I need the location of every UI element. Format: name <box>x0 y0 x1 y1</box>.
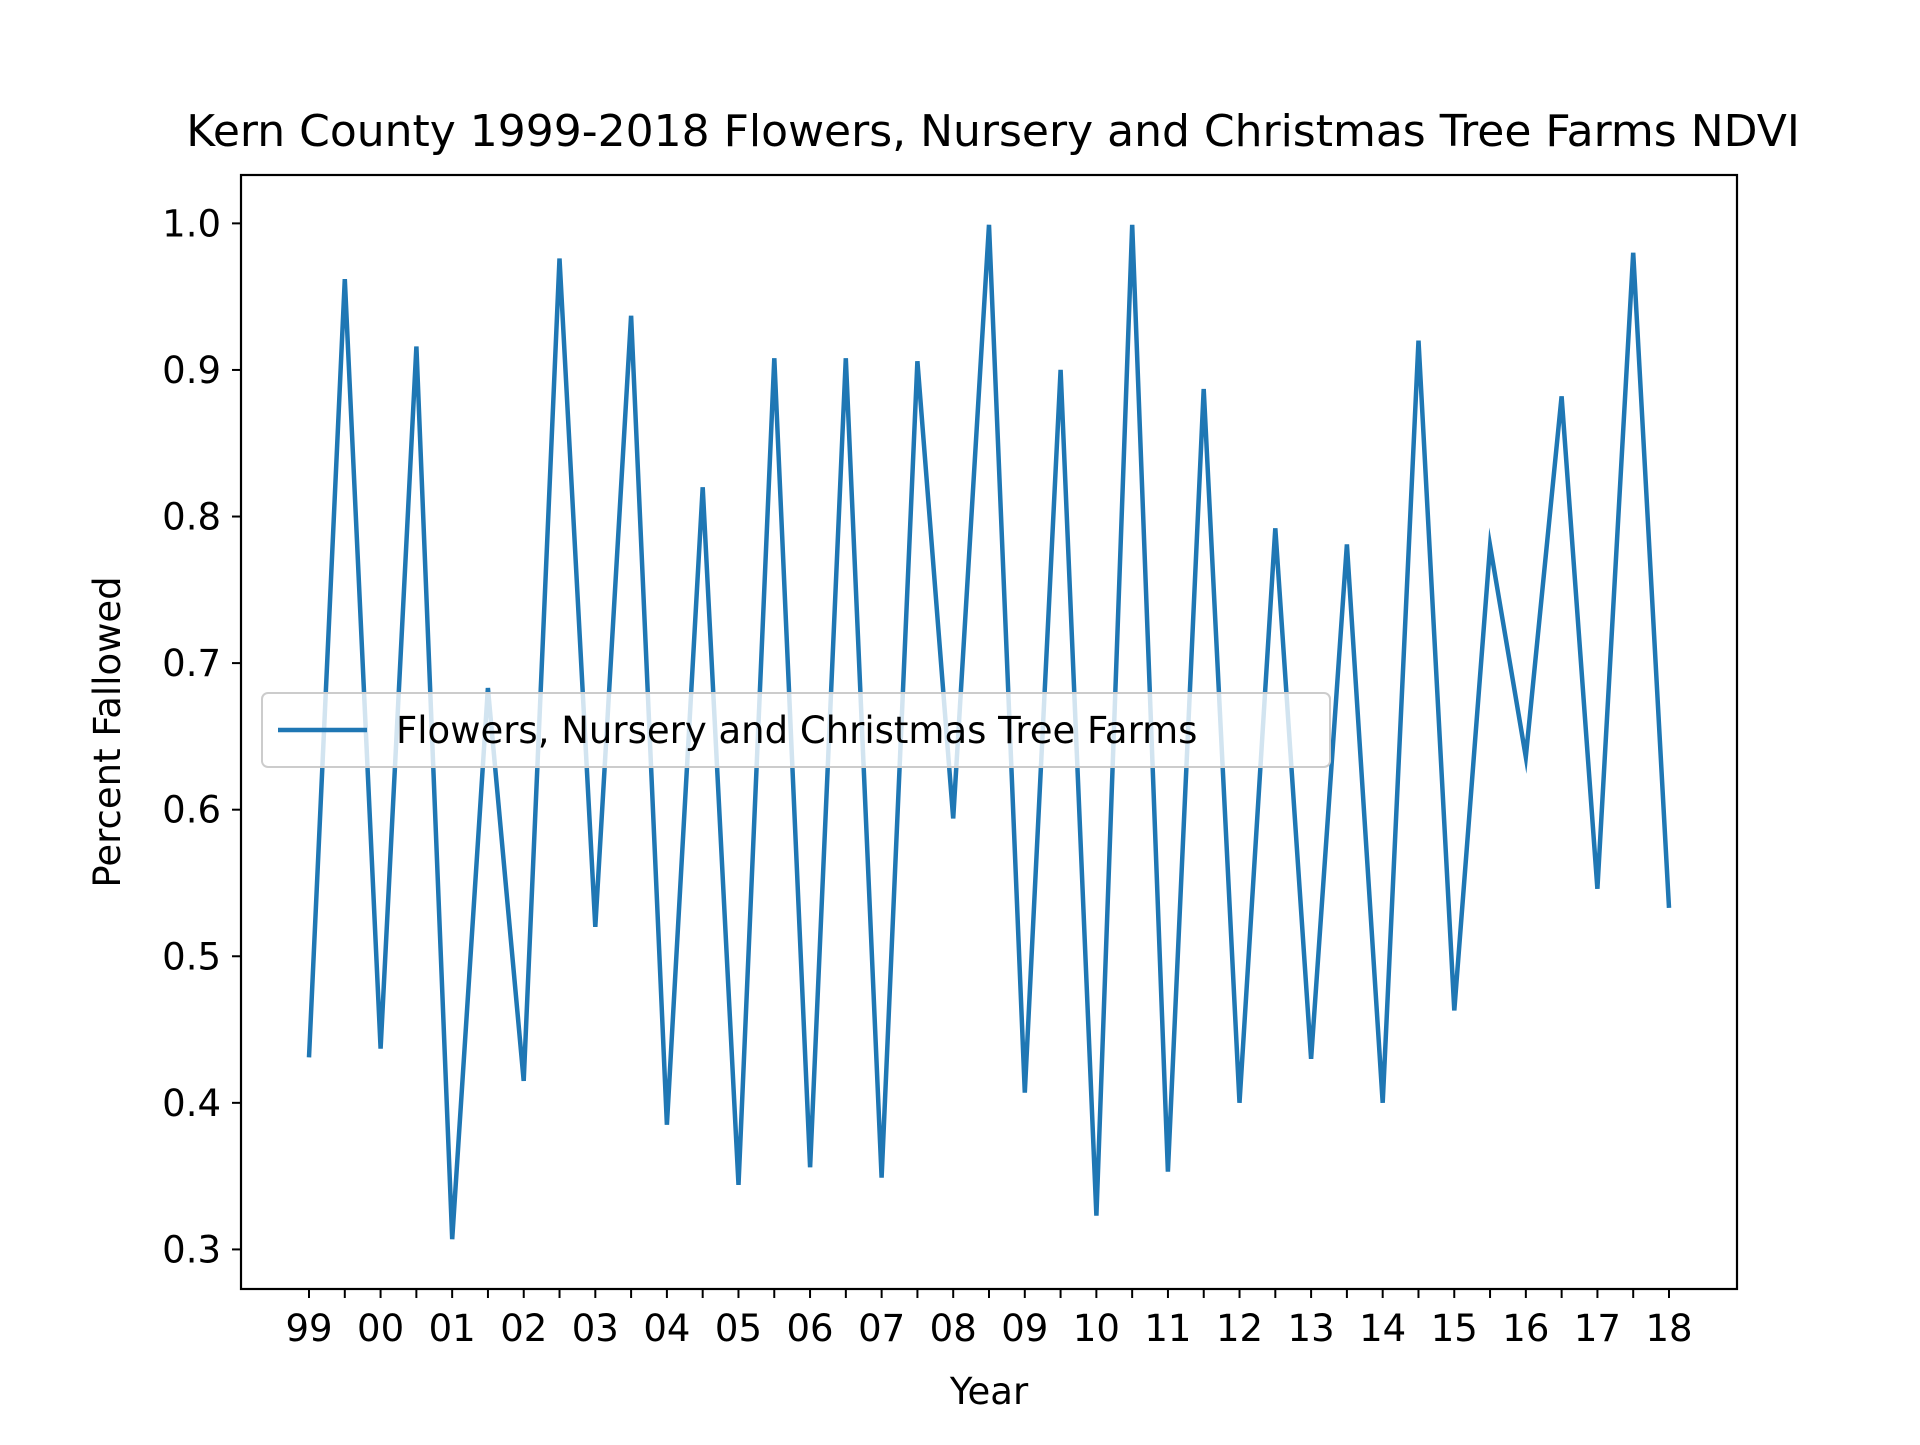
y-tick-label: 0.9 <box>162 349 221 392</box>
x-tick-label: 04 <box>643 1307 690 1350</box>
y-tick-label: 0.8 <box>162 496 221 539</box>
x-tick-label: 02 <box>500 1307 547 1350</box>
y-tick-label: 0.4 <box>162 1082 221 1125</box>
y-tick-label: 0.3 <box>162 1228 221 1271</box>
x-tick-label: 13 <box>1288 1307 1335 1350</box>
x-tick-label: 10 <box>1073 1307 1120 1350</box>
axis-ticks: 0.3 0.4 0.5 0.6 0.7 0.8 0.9 1.0 99 00 01 02 03 04 05 06… <box>162 202 1692 1350</box>
series-line <box>306 224 1672 1240</box>
x-tick-label: 09 <box>1001 1307 1048 1350</box>
x-tick-label: 07 <box>858 1307 905 1350</box>
x-tick-label: 99 <box>285 1307 332 1350</box>
legend: Flowers, Nursery and Christmas Tree Farm… <box>261 692 1331 768</box>
x-tick-label: 18 <box>1645 1307 1692 1350</box>
x-tick-label: 08 <box>930 1307 977 1350</box>
x-tick-label: 17 <box>1574 1307 1621 1350</box>
y-axis-label: Percent Fallowed <box>86 576 129 887</box>
x-tick-label: 05 <box>715 1307 762 1350</box>
plot-lines <box>306 224 1672 1240</box>
x-tick-label: 14 <box>1359 1307 1406 1350</box>
y-tick-label: 0.7 <box>162 642 221 685</box>
plot-frame <box>239 173 1739 1291</box>
y-tick-label: 0.6 <box>162 789 221 832</box>
x-axis-label: Year <box>949 1370 1029 1413</box>
x-tick-label: 12 <box>1216 1307 1263 1350</box>
legend-box <box>261 692 1331 768</box>
x-tick-label: 06 <box>787 1307 834 1350</box>
x-tick-label: 03 <box>572 1307 619 1350</box>
chart-title: Kern County 1999-2018 Flowers, Nursery a… <box>186 106 1800 157</box>
x-tick-label: 01 <box>429 1307 476 1350</box>
y-tick-label: 1.0 <box>162 202 221 245</box>
x-tick-label: 15 <box>1431 1307 1478 1350</box>
y-tick-label: 0.5 <box>162 935 221 978</box>
x-tick-label: 11 <box>1144 1307 1191 1350</box>
x-tick-label: 16 <box>1502 1307 1549 1350</box>
legend-label: Flowers, Nursery and Christmas Tree Farm… <box>396 709 1197 752</box>
x-tick-label: 00 <box>357 1307 404 1350</box>
